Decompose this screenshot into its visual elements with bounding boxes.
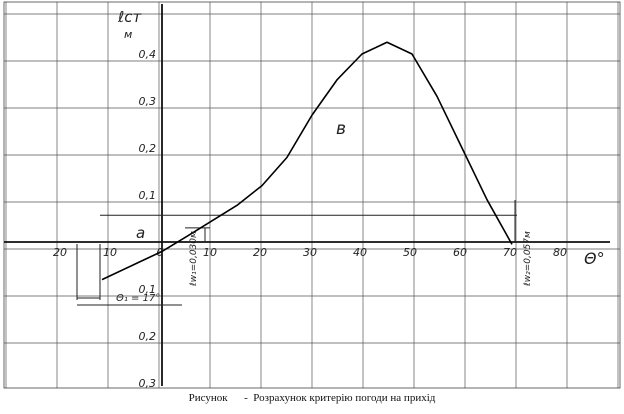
x-tick-label: 50 xyxy=(403,246,417,259)
series-group xyxy=(101,41,513,281)
caption-label: Рисунок xyxy=(188,392,228,404)
y-tick-label: 0,2 xyxy=(139,330,157,343)
x-tick-label: 60 xyxy=(453,246,467,259)
x-axis-title: Θ° xyxy=(584,249,605,268)
x-tick-label: 40 xyxy=(353,246,367,259)
lw2-label: ℓw₂=0,057м xyxy=(523,231,533,287)
y-tick-label: 0,1 xyxy=(139,189,157,202)
x-tick-label: 30 xyxy=(303,246,317,259)
x-tick-label: 10 xyxy=(103,246,117,259)
plot-border xyxy=(3,1,621,389)
y-tick-label: 0,1 xyxy=(139,283,157,296)
x-tick-label: 70 xyxy=(503,246,517,259)
stability-curve xyxy=(101,41,513,281)
y-axis-unit: м xyxy=(124,28,132,41)
annotation-labels: a в Θ₁ = 17° ℓw₁=0,030м ℓw₂=0,057м xyxy=(116,119,533,304)
x-tick-label: 80 xyxy=(553,246,567,259)
annotation-shapes xyxy=(76,200,517,306)
tick-labels: 20 10 0 10 20 30 40 50 60 70 800,10,20,30,40,10,20… xyxy=(53,8,605,390)
y-tick-label: 0,4 xyxy=(139,48,157,61)
area-b-label: в xyxy=(336,119,346,139)
caption-text: - Розрахунок критерію погоди на прихід xyxy=(244,392,436,404)
area-a-label: a xyxy=(136,224,145,242)
x-tick-label: 20 xyxy=(53,246,67,259)
grid xyxy=(3,1,621,389)
y-axis-title: ℓст xyxy=(117,8,142,26)
x-tick-label: 10 xyxy=(203,246,217,259)
theta1-label: Θ₁ = 17° xyxy=(116,293,160,304)
y-tick-label: 0,3 xyxy=(139,377,157,390)
y-tick-label: 0,2 xyxy=(139,142,157,155)
figure-caption: Рисунок - Розрахунок критерію погоди на … xyxy=(0,392,624,404)
y-tick-label: 0,3 xyxy=(139,95,157,108)
x-tick-label: 20 xyxy=(253,246,267,259)
axes xyxy=(4,4,610,386)
lw1-label: ℓw₁=0,030м xyxy=(189,231,199,287)
